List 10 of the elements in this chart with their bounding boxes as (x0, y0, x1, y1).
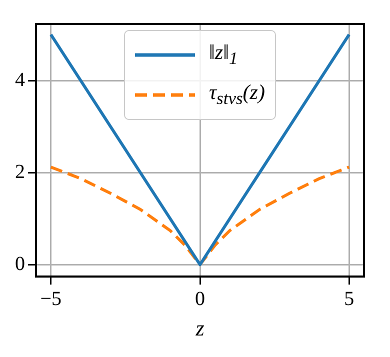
x-tick-label: 0 (195, 288, 205, 310)
x-tick-label: 5 (344, 288, 354, 310)
x-axis-title: z (194, 316, 205, 341)
x-tick-label: −5 (40, 288, 62, 310)
y-tick-label: 2 (15, 160, 25, 183)
y-tick-label: 0 (15, 252, 25, 275)
line-series (49, 166, 351, 266)
legend-label: ‖z‖$_{1}$ (209, 39, 238, 70)
legend-label: τ$_{stvs}$(z) (209, 79, 265, 110)
y-tick-label: 4 (15, 68, 25, 91)
